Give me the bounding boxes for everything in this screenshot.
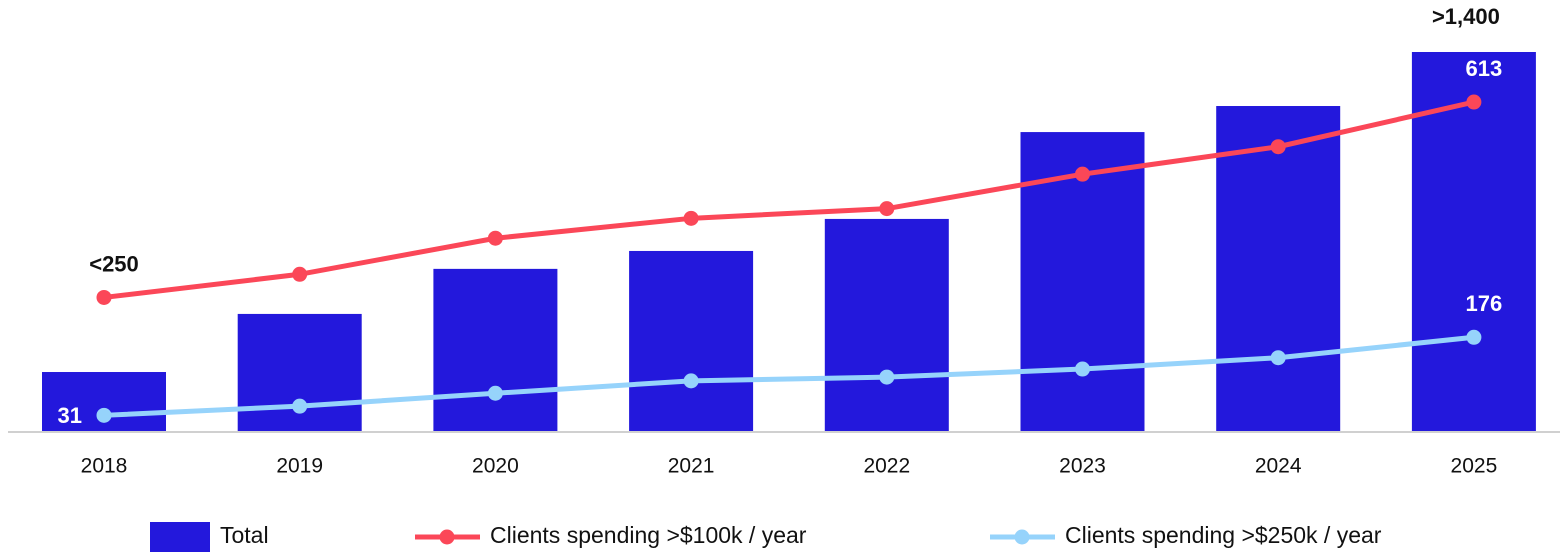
x-tick-label: 2020	[472, 455, 519, 478]
marker	[683, 210, 699, 226]
x-tick-label: 2023	[1059, 455, 1106, 478]
bar	[824, 218, 949, 432]
value-label: <250	[89, 251, 139, 276]
labels: >1,400 <250 613 31 176	[58, 4, 1503, 428]
legend-label: Clients spending >$100k / year	[490, 522, 807, 548]
legend-label: Clients spending >$250k / year	[1065, 522, 1382, 548]
bar	[1216, 106, 1341, 432]
marker	[1270, 350, 1286, 366]
value-label: 176	[1466, 291, 1503, 316]
marker	[879, 369, 895, 385]
marker	[1466, 329, 1482, 345]
marker	[1075, 166, 1090, 182]
value-label: 31	[58, 403, 82, 428]
bar	[433, 268, 558, 432]
legend-marker	[1014, 529, 1030, 545]
bars	[42, 52, 1536, 433]
bar	[237, 313, 362, 432]
value-label: >1,400	[1432, 4, 1500, 29]
marker	[879, 201, 895, 217]
legend-swatch	[150, 522, 210, 552]
legend-label: Total	[220, 522, 269, 548]
marker	[683, 373, 699, 389]
x-tick-label: 2019	[276, 455, 323, 478]
marker	[487, 230, 503, 246]
bar	[1411, 52, 1536, 432]
marker	[96, 407, 112, 423]
marker	[96, 289, 112, 305]
x-tick-label: 2022	[863, 455, 910, 478]
value-label: 613	[1466, 56, 1503, 81]
marker	[1075, 361, 1090, 377]
marker	[292, 398, 308, 414]
x-tick-label: 2018	[81, 455, 128, 478]
bar	[629, 250, 754, 432]
marker	[1466, 94, 1482, 110]
line	[103, 99, 1475, 300]
x-tick-label: 2025	[1451, 455, 1498, 478]
marker	[487, 385, 503, 401]
x-tick-label: 2024	[1255, 455, 1302, 478]
marker	[1270, 139, 1286, 155]
line	[103, 334, 1475, 418]
marker	[292, 266, 308, 282]
lines	[96, 94, 1482, 423]
x-tick-label: 2021	[668, 455, 715, 478]
legend-marker	[439, 529, 455, 545]
